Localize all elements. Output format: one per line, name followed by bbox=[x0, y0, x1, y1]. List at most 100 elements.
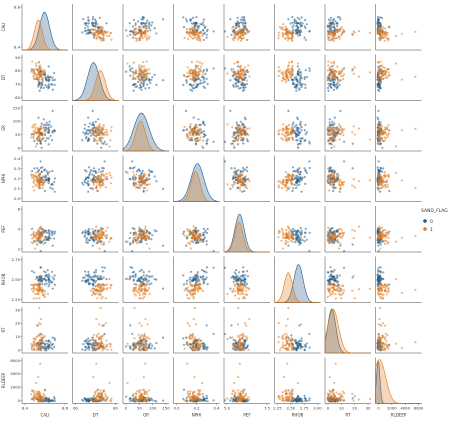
point-class-1 bbox=[292, 65, 294, 67]
point-class-1 bbox=[91, 187, 93, 189]
point-class-0 bbox=[330, 170, 332, 172]
point-class-1 bbox=[149, 72, 151, 74]
point-class-0 bbox=[343, 160, 345, 162]
point-class-0 bbox=[299, 132, 301, 134]
point-class-1 bbox=[198, 241, 200, 243]
point-class-0 bbox=[300, 191, 302, 193]
point-class-1 bbox=[331, 132, 333, 134]
point-class-1 bbox=[35, 278, 37, 280]
point-class-1 bbox=[288, 186, 290, 188]
point-class-1 bbox=[142, 293, 144, 295]
point-class-0 bbox=[381, 17, 383, 19]
point-class-1 bbox=[329, 182, 331, 184]
point-class-1 bbox=[384, 67, 386, 69]
point-class-0 bbox=[292, 170, 294, 172]
point-class-1 bbox=[110, 284, 112, 286]
point-class-1 bbox=[108, 241, 110, 243]
point-class-1 bbox=[191, 284, 193, 286]
point-class-0 bbox=[135, 86, 137, 88]
point-class-1 bbox=[44, 237, 46, 239]
point-class-0 bbox=[193, 279, 195, 281]
point-class-1 bbox=[242, 68, 244, 70]
point-class-1 bbox=[379, 39, 381, 41]
point-class-0 bbox=[143, 190, 145, 192]
point-class-1 bbox=[288, 71, 290, 73]
point-class-0 bbox=[303, 140, 305, 142]
y-tick-label: 80 bbox=[15, 68, 20, 73]
point-class-0 bbox=[204, 278, 206, 280]
point-class-0 bbox=[204, 32, 206, 34]
point-class-0 bbox=[149, 29, 151, 31]
point-class-0 bbox=[92, 283, 94, 285]
point-class-0 bbox=[103, 276, 105, 278]
point-class-1 bbox=[232, 38, 234, 40]
point-class-1 bbox=[146, 73, 148, 75]
point-class-0 bbox=[48, 171, 50, 173]
point-class-0 bbox=[339, 18, 341, 20]
point-class-1 bbox=[288, 62, 290, 64]
point-class-0 bbox=[185, 18, 187, 20]
point-class-0 bbox=[45, 124, 47, 126]
point-class-1 bbox=[190, 36, 192, 38]
point-class-1 bbox=[126, 241, 128, 243]
kde-NPHI-class-1 bbox=[174, 172, 220, 202]
point-class-1 bbox=[142, 37, 144, 39]
point-class-1 bbox=[280, 240, 282, 242]
point-class-1 bbox=[31, 288, 33, 290]
point-class-0 bbox=[148, 283, 150, 285]
point-class-1 bbox=[95, 140, 97, 142]
point-class-0 bbox=[183, 283, 185, 285]
point-class-0 bbox=[204, 87, 206, 89]
point-class-1 bbox=[202, 140, 204, 142]
point-class-0 bbox=[51, 271, 53, 273]
point-class-1 bbox=[232, 134, 234, 136]
point-class-0 bbox=[300, 129, 302, 131]
point-class-0 bbox=[40, 160, 42, 162]
point-class-0 bbox=[95, 121, 97, 123]
point-class-1 bbox=[108, 35, 110, 37]
cell-PEF-RLDEEP bbox=[376, 206, 422, 252]
point-class-0 bbox=[300, 227, 302, 229]
point-class-1 bbox=[105, 297, 107, 299]
point-class-0 bbox=[143, 17, 145, 19]
point-class-0 bbox=[103, 243, 105, 245]
point-class-0 bbox=[197, 275, 199, 277]
point-class-1 bbox=[297, 62, 299, 64]
point-class-1 bbox=[96, 23, 98, 25]
point-class-1 bbox=[327, 39, 329, 41]
point-class-1 bbox=[384, 27, 386, 29]
point-class-1 bbox=[414, 76, 416, 78]
y-axis-label: CALI bbox=[1, 23, 6, 32]
point-class-1 bbox=[135, 28, 137, 30]
point-class-1 bbox=[95, 237, 97, 239]
cell-NPHI-RT bbox=[325, 156, 371, 202]
point-class-1 bbox=[385, 181, 387, 183]
point-class-1 bbox=[140, 283, 142, 285]
point-class-0 bbox=[329, 22, 331, 24]
point-class-1 bbox=[234, 290, 236, 292]
point-class-1 bbox=[99, 138, 101, 140]
point-class-0 bbox=[190, 19, 192, 21]
point-class-0 bbox=[98, 278, 100, 280]
point-class-1 bbox=[287, 134, 289, 136]
point-class-0 bbox=[241, 191, 243, 193]
point-class-0 bbox=[237, 143, 239, 145]
point-class-1 bbox=[192, 232, 194, 234]
point-class-0 bbox=[294, 184, 296, 186]
point-class-1 bbox=[384, 40, 386, 42]
point-class-0 bbox=[86, 130, 88, 132]
point-class-1 bbox=[143, 237, 145, 239]
point-class-1 bbox=[138, 233, 140, 235]
point-class-0 bbox=[92, 245, 94, 247]
point-class-1 bbox=[39, 181, 41, 183]
point-class-1 bbox=[31, 126, 33, 128]
point-class-0 bbox=[84, 124, 86, 126]
point-class-1 bbox=[183, 37, 185, 39]
point-class-0 bbox=[89, 276, 91, 278]
point-class-0 bbox=[131, 160, 133, 162]
point-class-1 bbox=[146, 27, 148, 29]
point-class-1 bbox=[384, 234, 386, 236]
point-class-1 bbox=[202, 290, 204, 292]
point-class-1 bbox=[377, 137, 379, 139]
cell-GR-RT bbox=[325, 105, 371, 151]
